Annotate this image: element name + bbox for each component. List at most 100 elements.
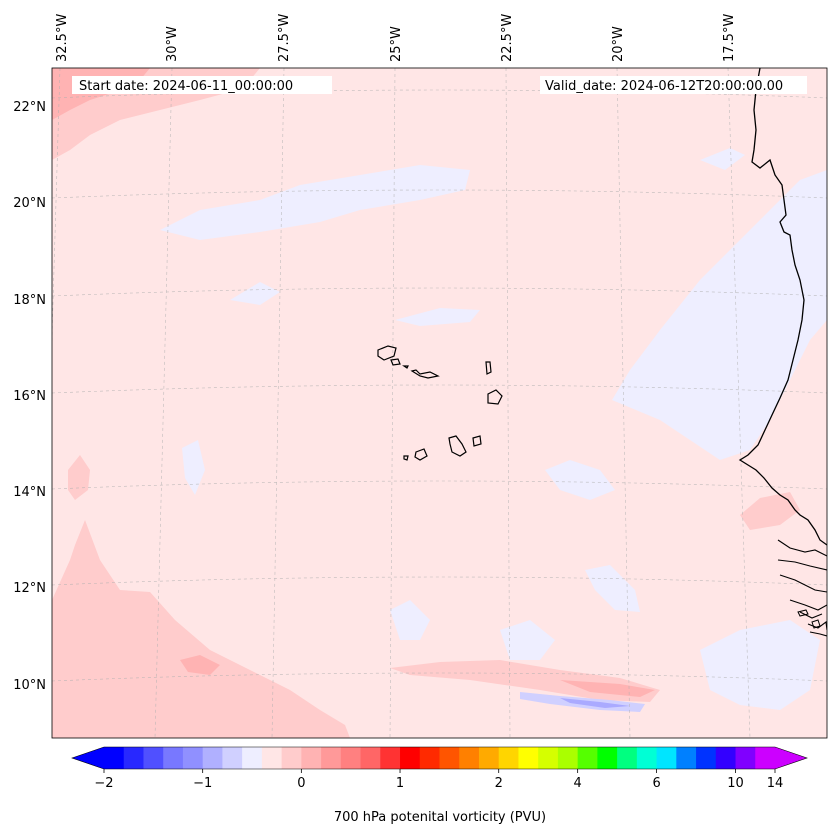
colorbar-segment [696,747,717,769]
island-santa-luzia [402,365,409,369]
colorbar-segment [222,747,243,769]
colorbar-segment [478,747,500,769]
pv-low-center-d [545,460,615,500]
pv-contour-west-edge [68,455,90,500]
pv-low-south-c [500,620,555,660]
colorbar-tick-label: 0 [297,776,305,791]
lon-label-25: 25°W [389,26,404,62]
colorbar-segment [676,747,697,769]
colorbar-segment [538,747,559,769]
gridline-lon-25 [389,68,396,738]
pv-low-north-band [160,165,470,240]
start-date-box [72,76,332,94]
lon-label-22-5: 22.5°W [500,14,515,62]
lat-label-10: 10°N [13,678,46,693]
map-frame [51,67,828,739]
colorbar-segment [518,747,539,769]
colorbar-label: 700 hPa potenital vorticity (PVU) [334,810,546,825]
colorbar-tick-label: 2 [495,776,503,791]
colorbar-segment [419,747,440,769]
colorbar-segment [143,747,164,769]
lon-label-27-5: 27.5°W [277,14,292,62]
gridline-lon-30 [154,68,173,738]
island-santiago [448,435,467,457]
gridline-lon-17-5 [727,68,751,738]
guinea-bissau-coastline [779,574,827,637]
colorbar-segment [301,747,322,769]
colorbar-segment [755,747,776,769]
lat-label-14: 14°N [13,485,46,500]
lon-label-17-5: 17.5°W [722,14,737,62]
gridline-lat-22 [52,89,827,99]
gridline-lat-20 [52,189,827,199]
gridline-lon-27-5 [271,68,285,738]
colorbar-segment [281,747,302,769]
latitude-labels: 22°N 20°N 18°N 16°N 14°N 12°N 10°N [13,100,46,693]
gridline-lat-16 [52,384,827,394]
colorbar-tick-label: 1 [396,776,404,791]
colorbar-tick-label: 14 [767,776,784,791]
pv-low-center-b [395,308,480,326]
colorbar-segment [123,747,144,769]
lat-label-16: 16°N [13,389,46,404]
colorbar-segment [242,747,263,769]
colorbar-ticks: −2 −1 0 1 2 4 6 10 14 [94,769,783,791]
colorbar-segment [380,747,401,769]
colorbar-segment [360,747,381,769]
colorbar-segment [557,747,579,769]
valid-date-text: Valid_date: 2024-06-12T20:00:00.00 [545,79,783,94]
colorbar-segment [104,747,125,769]
lon-label-30: 30°W [165,26,180,62]
colorbar-tick-label: −1 [193,776,212,791]
colorbar-tick-label: 4 [574,776,582,791]
colorbar-segment [163,747,184,769]
colorbar-segment [577,747,598,769]
colorbar-tick-label: 6 [652,776,660,791]
colorbar-segment [340,747,362,769]
colorbar-segment [656,747,677,769]
colorbar-segment [202,747,223,769]
gambia-coastline [777,539,827,571]
colorbar-tick-label: 10 [727,776,744,791]
colorbar-segment [182,747,204,769]
gridline-lon-20 [616,68,631,738]
colorbar-segment [400,747,421,769]
pv-low-south-a [390,600,430,640]
start-date-text: Start date: 2024-06-11_00:00:00 [79,79,293,94]
colorbar-under-arrow [72,747,104,769]
bijagos-islands [797,609,821,629]
island-sao-vicente [390,358,401,366]
island-sal [485,361,492,375]
lat-label-22: 22°N [13,100,46,115]
pv-low-southeast [700,620,820,710]
colorbar-segment [597,747,618,769]
colorbar-segments [104,747,776,769]
island-santo-antao [377,345,397,361]
colorbar-segment [715,747,737,769]
gridline-lat-18 [52,287,827,297]
island-sao-nicolau [410,369,440,379]
island-fogo [414,448,428,461]
lat-label-20: 20°N [13,196,46,211]
colorbar-segment [617,747,638,769]
island-maio [472,435,482,447]
pv-contour-southwest-core [180,655,220,675]
colorbar-segment [439,747,460,769]
pv-low-center-c [182,440,205,495]
colorbar-segment [261,747,283,769]
gridline-lon-22-5 [505,68,511,738]
pv-low-center-a [230,282,280,305]
longitude-labels: 32.5°W 30°W 27.5°W 25°W 22.5°W 20°W 17.5… [55,14,737,62]
gridline-lat-14 [52,480,827,490]
pv-low-east-small [700,148,745,170]
gridlines [52,68,827,738]
colorbar-tick-label: −2 [94,776,113,791]
colorbar-segment [498,747,519,769]
lon-label-32-5: 32.5°W [55,14,70,62]
gridline-lat-12 [52,576,827,586]
cape-verde-islands [377,345,503,461]
colorbar-segment [459,747,480,769]
pv-contour-southwest [52,520,350,738]
pv-contour-senegal [740,492,800,530]
colorbar-segment [735,747,756,769]
